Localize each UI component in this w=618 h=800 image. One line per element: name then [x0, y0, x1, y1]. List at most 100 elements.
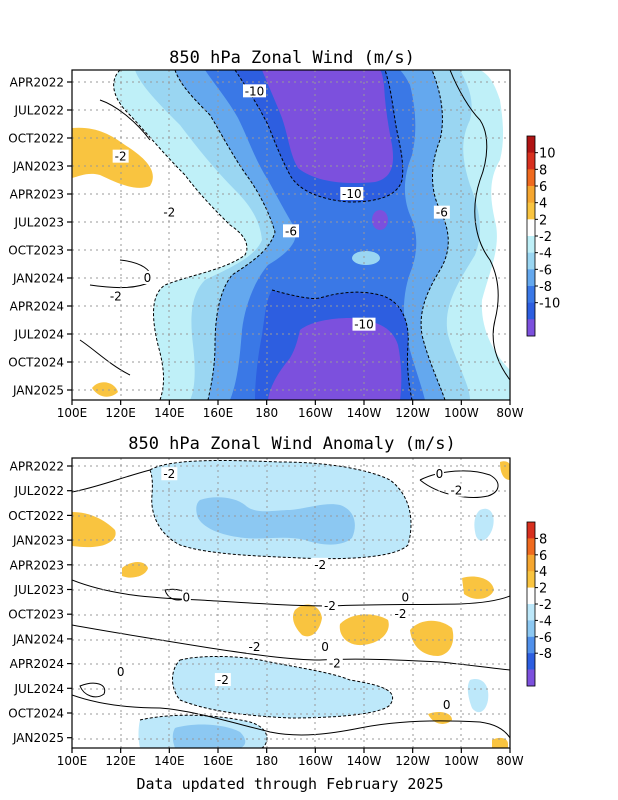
contour-label: -2: [324, 599, 336, 613]
y-tick-label: JUL2024: [13, 328, 64, 342]
colorbar-swatch: [527, 669, 535, 687]
colorbar-swatch: [527, 252, 535, 270]
colorbar-swatch: [527, 653, 535, 670]
contour-label-bg: [320, 640, 330, 654]
x-tick-label: 120E: [105, 406, 136, 420]
y-tick-label: OCT2023: [8, 608, 64, 622]
contour-label-bg: [161, 467, 178, 481]
x-tick-label: 100E: [57, 406, 88, 420]
colorbar-label: 2: [539, 582, 547, 597]
panel2-grid: [72, 458, 510, 748]
contour-label: 0: [436, 467, 444, 481]
panel1-frame: [71, 69, 511, 401]
colorbar-swatch: [527, 186, 535, 203]
x-tick-label: 80W: [496, 406, 523, 420]
colorbar-label: -6: [539, 263, 552, 278]
contour-label-bg: [283, 224, 299, 238]
panel2-fill-pos2-f: [500, 461, 510, 480]
colorbar-label: -4: [539, 614, 552, 629]
y-tick-label: JAN2025: [12, 384, 64, 398]
colorbar-label: 8: [539, 163, 547, 178]
contour-label: -2: [163, 467, 175, 481]
panel2-colorbar: 8 64 2-2-4 -6-8: [526, 521, 552, 687]
panel2-fill-pos2-a: [122, 562, 148, 578]
x-tick-label: 160E: [203, 406, 234, 420]
contour-label-bg: [246, 640, 263, 654]
colorbar-label: -8: [539, 280, 552, 295]
colorbar-label: 4: [539, 197, 547, 212]
colorbar-swatch: [527, 620, 535, 638]
panel2-fill-pos2-c: [339, 614, 389, 646]
contour-label: -2: [163, 206, 175, 220]
contour-label: 0: [144, 271, 152, 285]
footer-note: Data updated through February 2025: [136, 775, 443, 793]
contour-label: 0: [117, 665, 125, 679]
y-tick-label: JAN2024: [12, 632, 64, 646]
colorbar-label: 8: [539, 532, 547, 547]
panel1-grid: [72, 70, 510, 400]
colorbar-label: -4: [539, 247, 552, 262]
contour-label: -10: [342, 187, 362, 201]
panel2-fill-pos2-h: [492, 737, 508, 748]
contour-label: -10: [354, 318, 374, 332]
colorbar-label: -10: [539, 297, 560, 312]
colorbar-swatch: [527, 587, 535, 605]
contour-label-bg: [214, 673, 231, 687]
x-tick-label: 100W: [444, 754, 479, 768]
x-tick-label: 160W: [298, 406, 333, 420]
colorbar-label: 2: [539, 213, 547, 228]
panel2-title: 850 hPa Zonal Wind Anomaly (m/s): [128, 434, 456, 454]
contour-label: 0: [321, 640, 329, 654]
contour-label: -10: [245, 84, 265, 98]
contour-label-bg: [116, 664, 126, 678]
contour-label: -2: [395, 607, 407, 621]
panel1-title: 850 hPa Zonal Wind (m/s): [169, 48, 415, 68]
y-tick-label: APR2023: [10, 188, 64, 202]
panel2-plot: [72, 458, 510, 748]
y-tick-label: APR2024: [10, 300, 64, 314]
y-tick-label: JUL2024: [13, 682, 64, 696]
colorbar-label: 4: [539, 565, 547, 580]
colorbar-swatch: [527, 286, 535, 303]
panel2-fill-neg2-se: [467, 679, 489, 713]
panel2-fill-neg4-bottom: [172, 724, 246, 748]
x-tick-label: 120W: [395, 406, 430, 420]
colorbar-label: -2: [539, 230, 552, 245]
contour-label-bg: [434, 467, 444, 481]
panel2-x-axis: 100E 120E 140E 160E 180 160W 140W 120W 100W 80W: [57, 748, 524, 768]
y-tick-label: APR2024: [10, 657, 64, 671]
x-tick-label: 120E: [105, 754, 136, 768]
y-tick-label: JAN2023: [12, 534, 64, 548]
panel2-fill-neg2-mid: [172, 656, 393, 718]
x-tick-label: 180: [255, 406, 278, 420]
colorbar-swatch: [527, 202, 535, 220]
panel1-fill-pos2-sw: [92, 382, 118, 397]
x-tick-label: 160E: [203, 754, 234, 768]
y-tick-label: JUL2023: [13, 216, 64, 230]
colorbar-label: -6: [539, 631, 552, 646]
colorbar-label: 10: [539, 147, 556, 162]
x-tick-label: 100E: [57, 754, 88, 768]
contour-label: -2: [115, 150, 127, 164]
panel2-fill-pos2-e: [462, 576, 494, 599]
y-tick-label: APR2022: [10, 460, 64, 474]
contour-label-bg: [326, 656, 343, 670]
contour-label-bg: [400, 590, 410, 604]
colorbar-swatch: [527, 236, 535, 253]
x-tick-label: 160W: [298, 754, 333, 768]
colorbar-swatch: [527, 152, 535, 170]
colorbar-swatch: [527, 554, 535, 572]
x-tick-label: 140W: [347, 406, 382, 420]
colorbar-swatch: [527, 269, 535, 287]
contour-label: -2: [249, 640, 261, 654]
contour-label-bg: [392, 607, 409, 621]
panel1-contour-labels: -10 -2 -10 -6 -2 -6 0 -2 -10: [107, 84, 450, 332]
contour-label-bg: [442, 697, 452, 711]
panel1-plot: [72, 70, 510, 400]
contour-label: -2: [110, 290, 122, 304]
contour-label-bg: [142, 271, 152, 284]
panel2-fill-neg2-top: [150, 460, 411, 559]
contour-label: -2: [217, 673, 229, 687]
y-tick-label: OCT2022: [8, 132, 64, 146]
y-tick-label: APR2023: [10, 558, 64, 572]
